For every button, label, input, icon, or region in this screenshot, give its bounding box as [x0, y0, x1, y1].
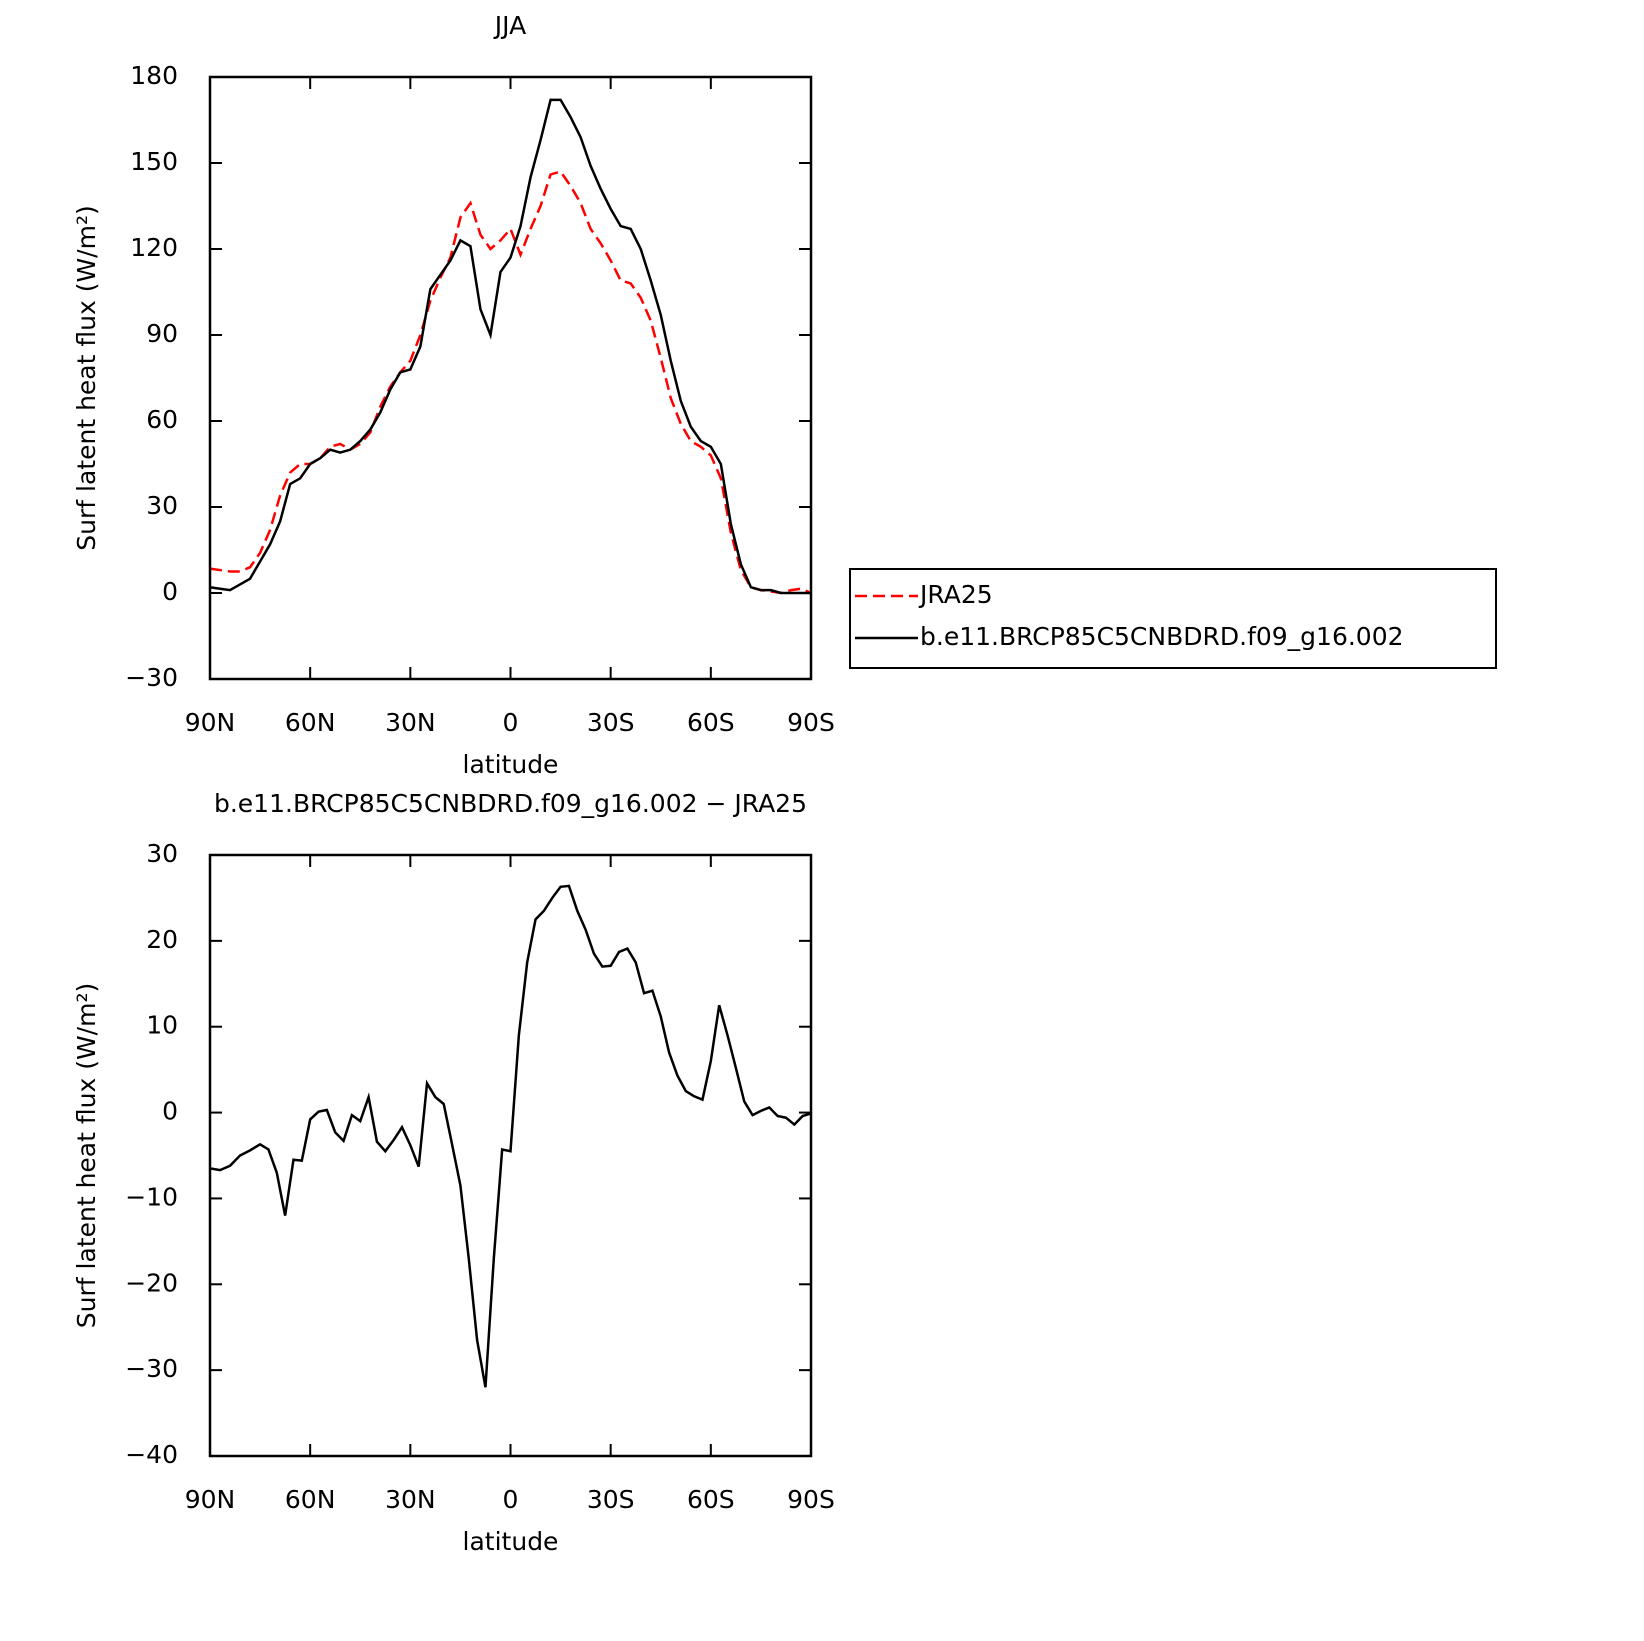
- y-tick-label: 0: [162, 577, 178, 606]
- legend-box: [849, 568, 1497, 669]
- x-tick-label: 60N: [285, 708, 336, 737]
- y-axis-label: Surf latent heat flux (W/m²): [72, 205, 101, 550]
- x-tick-label: 0: [503, 708, 519, 737]
- data-line: [209, 98, 811, 595]
- x-tick-label: 90S: [787, 708, 835, 737]
- y-tick-label: 10: [146, 1011, 178, 1040]
- y-tick-label: −10: [125, 1182, 178, 1211]
- y-tick-label: 0: [162, 1097, 178, 1126]
- x-tick-label: 90S: [787, 1485, 835, 1514]
- x-tick-label: 90N: [185, 708, 236, 737]
- x-tick-label: 30N: [385, 1485, 436, 1514]
- y-tick-label: 120: [130, 233, 178, 262]
- y-tick-label: −30: [125, 663, 178, 692]
- legend-label: b.e11.BRCP85C5CNBDRD.f09_g16.002: [920, 622, 1404, 651]
- legend-label: JRA25: [918, 580, 993, 609]
- x-axis-label: latitude: [463, 1527, 559, 1556]
- y-tick-label: 60: [146, 405, 178, 434]
- legend: JRA25 b.e11.BRCP85C5CNBDRD.f09_g16.002: [849, 568, 1497, 669]
- x-tick-label: 0: [503, 1485, 519, 1514]
- y-tick-label: −30: [125, 1354, 178, 1383]
- y-tick-label: −20: [125, 1268, 178, 1297]
- y-tick-label: 20: [146, 925, 178, 954]
- plot-frame: [208, 853, 813, 1458]
- y-tick-label: 180: [130, 61, 178, 90]
- x-tick-label: 60S: [687, 708, 735, 737]
- x-tick-label: 90N: [185, 1485, 236, 1514]
- x-tick-label: 30S: [587, 1485, 635, 1514]
- x-tick-label: 30S: [587, 708, 635, 737]
- chart-title: b.e11.BRCP85C5CNBDRD.f09_g16.002 − JRA25: [214, 789, 807, 818]
- x-tick-label: 60N: [285, 1485, 336, 1514]
- x-tick-label: 30N: [385, 708, 436, 737]
- y-tick-label: 90: [146, 319, 178, 348]
- plot-frame: [208, 75, 813, 681]
- y-tick-label: −40: [125, 1440, 178, 1469]
- y-tick-label: 150: [130, 147, 178, 176]
- data-line: [209, 170, 812, 595]
- y-tick-label: 30: [146, 491, 178, 520]
- data-line: [209, 884, 812, 1388]
- y-tick-label: 30: [146, 839, 178, 868]
- chart-title: JJA: [493, 11, 526, 40]
- y-axis-label: Surf latent heat flux (W/m²): [72, 983, 101, 1328]
- x-axis-label: latitude: [463, 750, 559, 779]
- x-tick-label: 60S: [687, 1485, 735, 1514]
